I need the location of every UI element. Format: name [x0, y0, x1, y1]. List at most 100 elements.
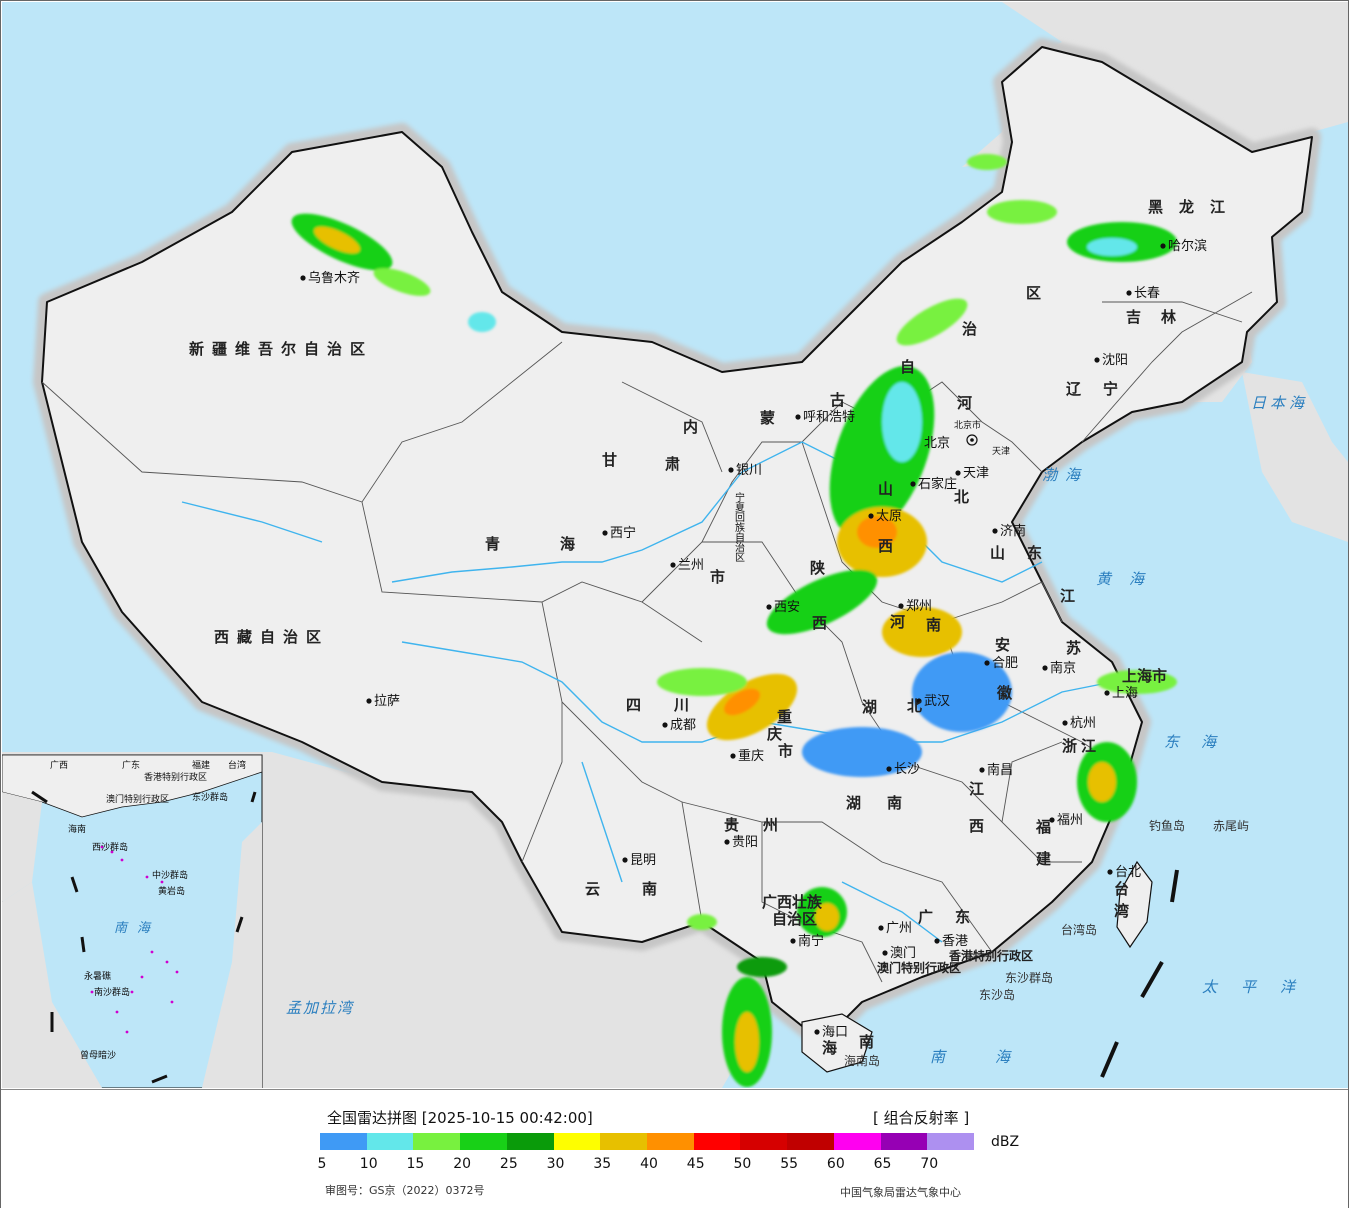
legend-tick-label: 20: [453, 1156, 472, 1172]
label-gansu-3: 市: [710, 568, 725, 586]
city-dot: [795, 414, 801, 420]
label-neimenggu-6: 区: [1026, 284, 1041, 302]
city-dot: [868, 513, 874, 519]
city-dot: [1160, 243, 1166, 249]
city-guiyang: 贵阳: [732, 835, 758, 850]
label-chongqing-1: 重: [777, 708, 792, 726]
province-labels: 新疆维吾尔自治区 西藏自治区 青 海 甘 肃 内 蒙 古 自 治 区 黑龙江 吉…: [189, 198, 1241, 1057]
legend-tick-label: 30: [546, 1156, 565, 1172]
legend-swatch-50: [740, 1133, 788, 1150]
legend-tick-label: 60: [826, 1156, 845, 1172]
legend-colorbar: [320, 1133, 975, 1150]
label-taiwan-2: 湾: [1114, 902, 1129, 920]
label-jilin: 吉林: [1126, 308, 1196, 326]
label-ningxia: 宁夏回族自治区: [733, 491, 745, 562]
city-yinchuan: 银川: [736, 463, 762, 478]
city-changsha: 长沙: [894, 762, 920, 777]
legend-swatch-15: [413, 1133, 461, 1150]
label-shanghai: 上海市: [1122, 667, 1167, 685]
radar-map: 新疆维吾尔自治区 西藏自治区 青 海 甘 肃 内 蒙 古 自 治 区 黑龙江 吉…: [2, 2, 1348, 1088]
label-hubei-2: 北: [907, 697, 922, 715]
island-dongsha: 东沙岛: [979, 987, 1015, 1002]
map-canvas: 新疆维吾尔自治区 西藏自治区 青 海 甘 肃 内 蒙 古 自 治 区 黑龙江 吉…: [2, 2, 1348, 1088]
sea-japan: 日本海: [1251, 394, 1308, 412]
legend-swatch-55: [787, 1133, 834, 1150]
label-gansu-2: 肃: [665, 455, 680, 473]
sea-bohai: 渤海: [1042, 466, 1088, 484]
label-hunan-1: 湖: [846, 794, 861, 812]
label-liaoning: 辽宁: [1066, 380, 1140, 398]
legend-swatch-30: [553, 1133, 601, 1150]
city-nanchang: 南昌: [987, 762, 1013, 778]
city-hongkong: 香港: [942, 934, 968, 949]
label-gansu-1: 甘: [602, 451, 617, 469]
city-dot: [984, 660, 990, 666]
city-dot: [955, 470, 961, 476]
label-jiangxi-1: 江: [969, 780, 984, 798]
sea-yellow: 黄海: [1096, 570, 1162, 588]
inset-guangxi: 广西: [50, 759, 68, 771]
inset-hainan: 海南: [68, 823, 86, 835]
city-shijiazhuang: 石家庄: [918, 476, 957, 492]
island-diaoyu: 钓鱼岛: [1149, 818, 1185, 833]
label-qinghai-1: 青: [485, 535, 500, 553]
label-xinjiang: 新疆维吾尔自治区: [189, 340, 373, 358]
label-neimenggu-1: 内: [683, 418, 698, 436]
legend-tick-label: 25: [499, 1156, 518, 1172]
city-dot: [878, 925, 884, 931]
inset-nanhai: 南海: [114, 921, 160, 936]
city-dot: [882, 950, 888, 956]
label-hebei-2: 北: [954, 488, 969, 506]
city-jinan: 济南: [1000, 523, 1026, 539]
label-chongqing-3: 市: [778, 742, 793, 760]
inset-macau: 澳门特别行政区: [106, 793, 169, 805]
inset-taiwan: 台湾: [228, 759, 246, 771]
city-dot: [366, 698, 372, 704]
inset-fujian: 福建: [192, 759, 210, 771]
city-dot: [728, 467, 734, 473]
city-labels: 乌鲁木齐 拉萨 西宁 兰州 银川 呼和浩特 哈尔滨 长春 沈阳 北京 天津 石家…: [308, 238, 1207, 1040]
inset-huangyan: 黄岩岛: [158, 885, 185, 897]
taiwan-island: [1116, 860, 1153, 949]
sea-bengal: 孟加拉湾: [286, 999, 355, 1017]
legend-tick-label: 45: [686, 1156, 705, 1172]
legend-ticks: 5 10 15 20 25 30 35 40 45 50 55 60 65 70: [1, 1156, 1348, 1176]
legend-swatch-5: [320, 1133, 367, 1150]
label-guangdong: 广东: [918, 908, 992, 926]
island-hainan: 海南岛: [844, 1053, 880, 1068]
city-taiyuan: 太原: [876, 509, 902, 524]
label-tianjin-city: 天津: [992, 446, 1010, 457]
label-neimenggu-4: 自: [900, 358, 915, 376]
label-sichuan-1: 四: [626, 696, 641, 714]
label-heilongjiang: 黑龙江: [1148, 198, 1241, 216]
label-anhui-1: 安: [995, 636, 1010, 654]
city-dot: [979, 767, 985, 773]
sea-labels: 日本海 渤海 黄海 东海 太平洋 南海 孟加拉湾: [286, 394, 1308, 1066]
legend-tick-label: 55: [780, 1156, 799, 1172]
label-macau: 澳门特别行政区: [877, 960, 961, 975]
city-xining: 西宁: [610, 525, 636, 541]
city-zhengzhou: 郑州: [906, 599, 932, 614]
city-dot: [602, 530, 608, 536]
city-guangzhou: 广州: [886, 921, 912, 936]
label-neimenggu-3: 古: [830, 391, 845, 409]
inset-guangdong: 广东: [122, 759, 140, 771]
legend-tick-label: 15: [406, 1156, 425, 1172]
label-beijing-city: 北京市: [954, 419, 981, 431]
label-xizang: 西藏自治区: [214, 628, 329, 646]
inset-zhongsha: 中沙群岛: [152, 869, 188, 881]
label-qinghai-2: 海: [560, 535, 575, 553]
legend-panel: 全国雷达拼图 [2025-10-15 00:42:00] [ 组合反射率 ] d…: [1, 1089, 1348, 1208]
city-dots: [300, 243, 1166, 1035]
city-dot: [724, 839, 730, 845]
city-wuhan: 武汉: [924, 694, 950, 709]
city-chengdu: 成都: [670, 718, 696, 733]
label-hainan-1: 海: [822, 1039, 837, 1057]
legend-tick-label: 70: [920, 1156, 939, 1172]
city-chongqing: 重庆: [738, 748, 764, 764]
label-shanxi-1: 山: [878, 480, 893, 498]
city-dot: [300, 275, 306, 281]
maritime-boundary: [1100, 869, 1179, 1078]
inset-nansha: 南沙群岛: [94, 986, 130, 998]
inset-zengmu: 曾母暗沙: [80, 1049, 116, 1061]
